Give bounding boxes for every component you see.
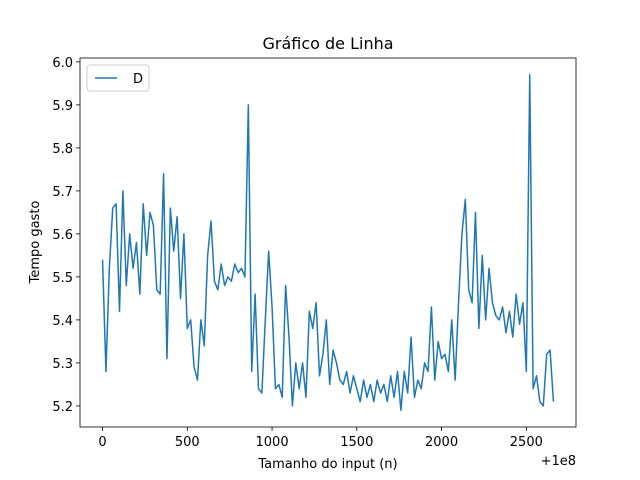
- plot-frame: [79, 57, 577, 428]
- y-tick-label: 5.4: [52, 314, 73, 329]
- x-tick-label: 0: [98, 435, 106, 450]
- legend-box: [86, 64, 150, 92]
- y-tick-label: 5.8: [52, 142, 73, 157]
- x-tick-label: 2000: [425, 435, 458, 450]
- x-offset-text: +1e8: [541, 454, 576, 469]
- chart-title: Gráfico de Linha: [262, 34, 393, 53]
- x-tick-label: 2500: [510, 435, 543, 450]
- x-tick-label: 500: [175, 435, 200, 450]
- legend-label: D: [133, 72, 143, 87]
- x-tick-label: 1000: [256, 435, 289, 450]
- line-series: [101, 74, 555, 411]
- y-tick-label: 5.5: [52, 271, 73, 286]
- x-tick-label: 1500: [340, 435, 373, 450]
- y-tick-label: 5.3: [52, 357, 73, 372]
- y-axis-label: Tempo gasto: [28, 201, 43, 285]
- y-tick-label: 5.6: [52, 228, 73, 243]
- y-tick-label: 5.9: [52, 99, 73, 114]
- y-tick-label: 6.0: [52, 56, 73, 71]
- y-tick-label: 5.7: [52, 185, 73, 200]
- x-axis-label: Tamanho do input (n): [257, 457, 397, 472]
- y-tick-label: 5.2: [52, 400, 73, 415]
